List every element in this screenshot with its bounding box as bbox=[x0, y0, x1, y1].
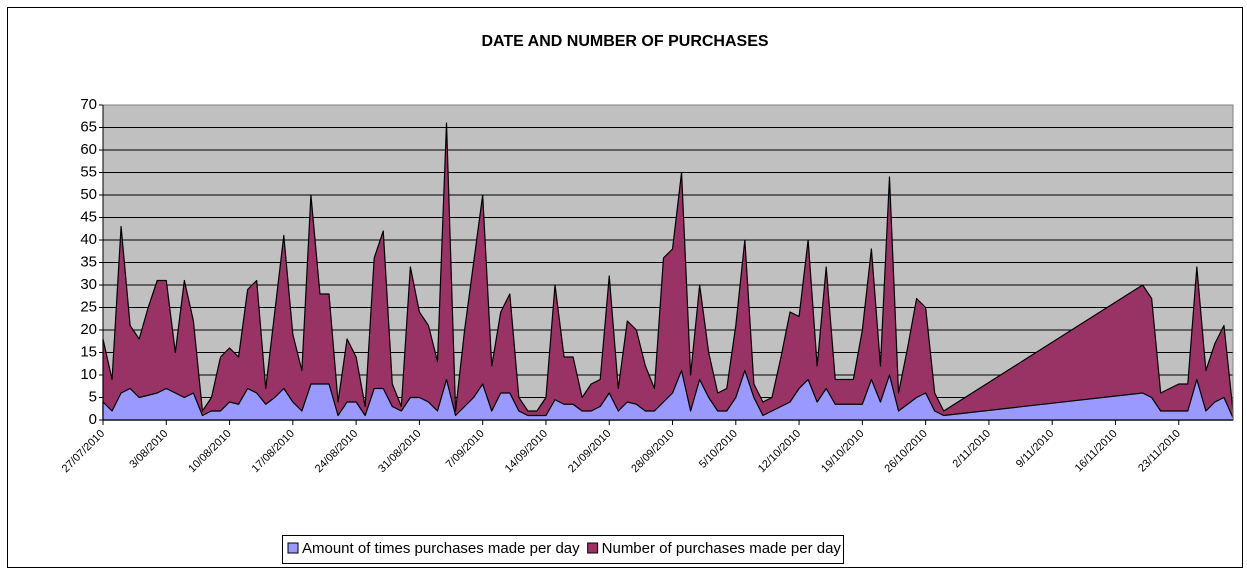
y-tick-label: 5 bbox=[89, 388, 97, 405]
y-tick-label: 25 bbox=[80, 298, 97, 315]
y-tick-label: 30 bbox=[80, 276, 97, 293]
area bbox=[102, 369, 1234, 421]
y-tick-label: 55 bbox=[80, 163, 97, 180]
y-tick-label: 45 bbox=[80, 208, 97, 225]
y-tick-label: 70 bbox=[80, 96, 97, 113]
legend-swatch bbox=[287, 542, 299, 554]
area bbox=[102, 122, 1234, 421]
y-tick-label: 0 bbox=[89, 411, 97, 428]
legend-swatch bbox=[587, 542, 599, 554]
y-tick-label: 60 bbox=[80, 141, 97, 158]
y-tick-label: 65 bbox=[80, 118, 97, 135]
y-tick-label: 35 bbox=[80, 253, 97, 270]
y-tick-label: 40 bbox=[80, 231, 97, 248]
chart-title: DATE AND NUMBER OF PURCHASES bbox=[481, 33, 768, 50]
legend-label: Amount of times purchases made per day bbox=[302, 540, 580, 557]
legend bbox=[282, 535, 844, 564]
plot-area bbox=[99, 104, 1234, 425]
y-tick-label: 50 bbox=[80, 186, 97, 203]
y-tick-label: 20 bbox=[80, 321, 97, 338]
y-tick-label: 10 bbox=[80, 366, 97, 383]
y-tick-label: 15 bbox=[80, 343, 97, 360]
legend-label: Number of purchases made per day bbox=[602, 540, 842, 557]
